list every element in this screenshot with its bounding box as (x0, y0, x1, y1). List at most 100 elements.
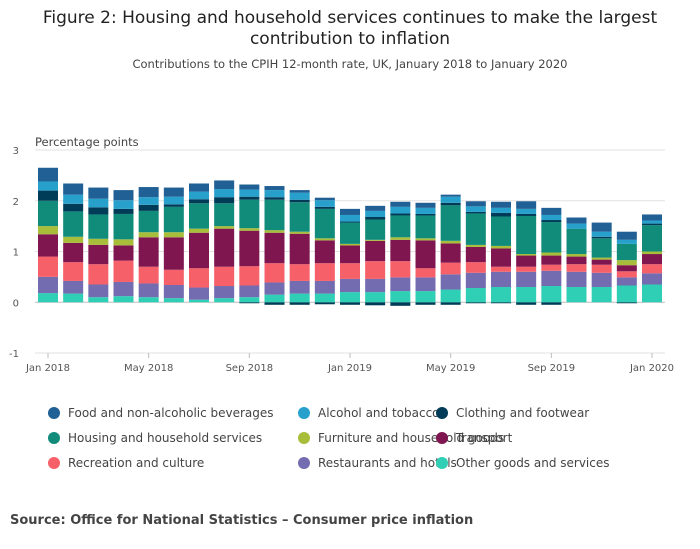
bar-segment (340, 292, 360, 303)
bar-segment (113, 213, 134, 240)
bar-segment (289, 192, 310, 200)
bar-segment (163, 206, 184, 233)
bar-segment (314, 302, 335, 305)
bar-segment (591, 272, 612, 288)
bar-segment (138, 237, 159, 267)
bar-segment (264, 232, 285, 264)
bar-segment (491, 287, 511, 303)
bar-segment (214, 180, 235, 190)
bar-segment (491, 248, 511, 267)
bar-segment (289, 293, 310, 303)
bar-segment (591, 264, 612, 273)
bar-segment (365, 261, 386, 279)
bar-segment (390, 213, 411, 216)
bar-segment (390, 206, 411, 214)
bar-segment (415, 302, 436, 305)
legend-label: Clothing and footwear (456, 406, 590, 420)
bar-segment (365, 240, 386, 262)
bar-segment (365, 292, 386, 303)
bar-segment (390, 239, 411, 262)
bar-segment (491, 201, 511, 208)
bar-segment (465, 246, 486, 263)
legend-item: Transport (436, 431, 512, 445)
bar-segment (38, 167, 58, 182)
bar-segment (63, 242, 84, 263)
bar-segment (642, 273, 662, 285)
bar-segment (214, 197, 235, 204)
bar-segment (566, 228, 587, 255)
bar-segment (38, 181, 58, 191)
bar-segment (465, 211, 486, 214)
bar-segment (264, 199, 285, 231)
bar-segment (189, 299, 209, 303)
bar-segment (516, 201, 537, 209)
x-tick-label: Jan 2019 (327, 363, 372, 374)
stacked-bar-chart: Percentage points -1 0 1 2 3 Jan 2018 May 201… (9, 135, 674, 374)
bar-segment (491, 271, 511, 288)
bar-segment (591, 238, 612, 258)
x-tick-label: Sep 2019 (528, 363, 575, 374)
bar-segment (642, 223, 662, 226)
bar-segment (113, 190, 134, 201)
bar-segment (591, 236, 612, 239)
bar-segment (440, 302, 461, 305)
bar-segment (314, 197, 335, 201)
legend-item: Other goods and services (436, 456, 610, 470)
bar-segment (88, 297, 109, 303)
bar-segment (163, 196, 184, 205)
legend-item: Recreation and culture (48, 456, 204, 470)
bar-segment (365, 205, 386, 211)
bar-segment (38, 190, 58, 201)
bar-segment (214, 203, 235, 227)
bar-segment (642, 225, 662, 252)
bar-segment (340, 278, 360, 293)
bar-segment (541, 264, 562, 271)
bar-segment (314, 206, 335, 209)
bar-segment (642, 284, 662, 303)
bar-segment (314, 208, 335, 239)
bar-segment (314, 240, 335, 264)
bar-segment (289, 231, 310, 234)
legend-label: Restaurants and hotels (318, 456, 457, 470)
legend-label: Recreation and culture (68, 456, 205, 470)
bar-segment (138, 232, 159, 238)
bar-segment (340, 208, 360, 215)
bar-segment (189, 268, 209, 288)
bar-segment (289, 233, 310, 265)
bar-segment (616, 271, 637, 278)
bar-segment (491, 207, 511, 213)
y-tick-label: 3 (13, 146, 19, 157)
bar-segment (63, 262, 84, 281)
bar-segment (591, 287, 612, 303)
bar-segment (163, 298, 184, 303)
bar-segment (616, 239, 637, 244)
bar-segment (465, 262, 486, 273)
x-tick-label: Jan 2018 (25, 363, 70, 374)
bar-segment (314, 280, 335, 294)
bar-segment (264, 302, 285, 305)
legend-swatch (436, 407, 448, 419)
bar-segment (541, 302, 562, 305)
bar-segment (566, 217, 587, 224)
bar-segment (163, 187, 184, 197)
bar-segment (390, 291, 411, 303)
bar-segment (38, 200, 58, 227)
bar-segment (616, 265, 637, 272)
bar-segment (591, 231, 612, 237)
legend-item: Furniture and household goods (298, 431, 504, 445)
bar-segment (340, 245, 360, 264)
bar-segment (616, 277, 637, 286)
bar-segment (163, 269, 184, 285)
bar-segment (314, 200, 335, 207)
bar-segment (289, 302, 310, 305)
bar-segment (239, 184, 260, 190)
bar-segment (239, 189, 260, 197)
legend-item: Food and non-alcoholic beverages (48, 406, 274, 420)
y-tick-label: 0 (13, 298, 19, 309)
bar-segment (314, 238, 335, 241)
bar-segment (113, 200, 134, 209)
bar-segment (365, 219, 386, 240)
bar-segment (566, 223, 587, 229)
bar-segment (365, 239, 386, 241)
bar-segment (264, 197, 285, 200)
